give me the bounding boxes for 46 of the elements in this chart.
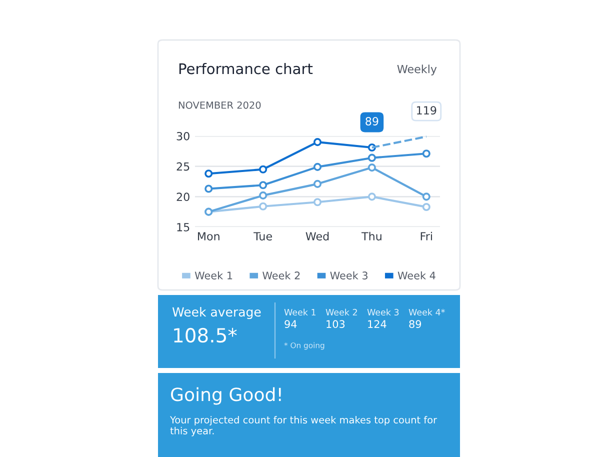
point bbox=[313, 162, 322, 171]
text: 124 bbox=[368, 320, 386, 328]
point bbox=[259, 191, 268, 200]
point bbox=[368, 154, 376, 162]
text: Week 1 bbox=[284, 308, 316, 316]
chart-title: Performance chart bbox=[179, 62, 313, 74]
text: 89 bbox=[409, 320, 422, 328]
chart-subtitle: NOVEMBER 2020 bbox=[178, 101, 261, 109]
legend-label: Week 1 bbox=[194, 271, 232, 280]
point bbox=[204, 170, 213, 178]
x-tick-label: Fri bbox=[420, 232, 432, 240]
x-tick-label: Tue bbox=[254, 232, 272, 240]
text: Week 3 bbox=[367, 308, 399, 316]
y-tick-label: 20 bbox=[176, 192, 190, 202]
point bbox=[422, 150, 430, 158]
point bbox=[313, 138, 322, 146]
legend-label: Week 4 bbox=[398, 271, 436, 280]
point bbox=[313, 198, 322, 206]
point bbox=[259, 181, 268, 190]
text: 103 bbox=[326, 320, 345, 328]
text: Week average bbox=[172, 306, 261, 320]
point bbox=[204, 184, 213, 193]
point bbox=[259, 202, 268, 210]
text: Going Good! bbox=[171, 387, 281, 405]
y-tick-label: 30 bbox=[176, 132, 190, 140]
text: Weekly bbox=[397, 64, 437, 76]
text: 108.5* bbox=[174, 328, 237, 343]
x-tick-label: Thu bbox=[361, 232, 382, 240]
y-tick-label: 15 bbox=[177, 223, 190, 232]
annotation: 119 bbox=[417, 106, 436, 115]
legend-label: Week 2 bbox=[262, 271, 300, 280]
x-tick-label: Mon bbox=[198, 232, 220, 240]
x-tick-label: Wed bbox=[306, 232, 329, 240]
annotation: 89 bbox=[366, 117, 378, 126]
text: Week 4* bbox=[408, 308, 445, 316]
point bbox=[422, 192, 430, 201]
point bbox=[422, 202, 430, 212]
point bbox=[313, 180, 322, 188]
legend-label: Week 3 bbox=[330, 271, 368, 280]
point bbox=[368, 192, 376, 201]
point bbox=[259, 165, 268, 174]
y-tick-label: 25 bbox=[176, 162, 190, 171]
point bbox=[368, 164, 376, 172]
text: Week 2 bbox=[326, 308, 357, 316]
text: Your projected count for this week makes top count for this year. bbox=[170, 416, 438, 436]
text: 94 bbox=[284, 320, 297, 328]
